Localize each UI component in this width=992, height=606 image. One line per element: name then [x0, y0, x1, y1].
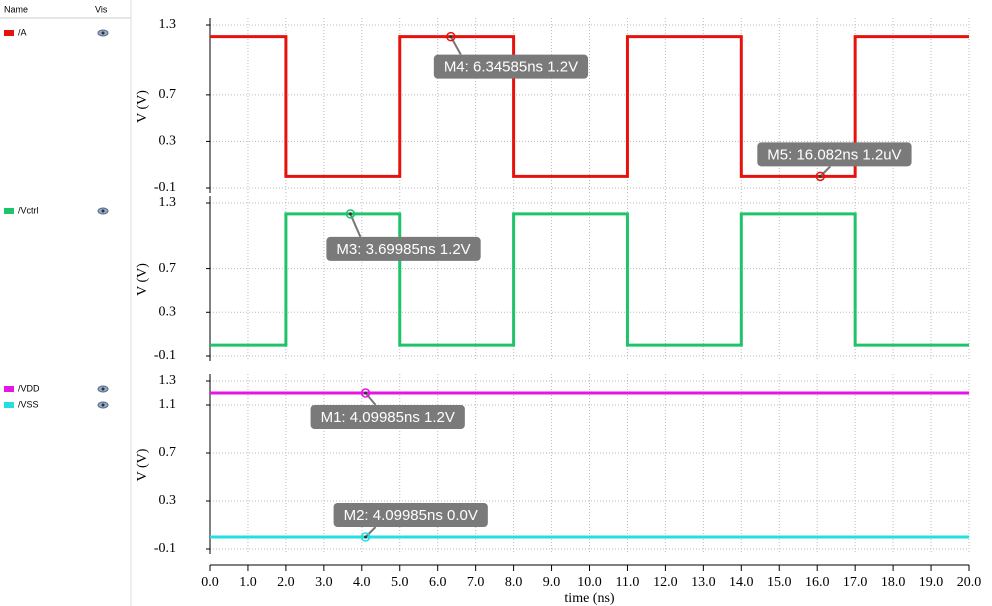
legend-swatch: [4, 386, 14, 392]
x-axis-label: time (ns): [564, 591, 614, 606]
x-tick-label: 4.0: [353, 575, 371, 590]
y-tick-label: 1.3: [159, 17, 177, 32]
x-tick-label: 9.0: [543, 575, 561, 590]
x-tick-label: 3.0: [315, 575, 333, 590]
legend-label: /VSS: [18, 399, 39, 409]
x-tick-label: 18.0: [881, 575, 906, 590]
y-axis-label: V (V): [135, 90, 150, 123]
x-tick-label: 0.0: [201, 575, 219, 590]
x-tick-label: 6.0: [429, 575, 447, 590]
x-tick-label: 5.0: [391, 575, 409, 590]
y-tick-label: 1.1: [159, 397, 177, 412]
callout-box: [433, 54, 589, 79]
marker-dot: [348, 212, 352, 216]
y-axis-label: V (V): [135, 448, 150, 481]
marker-callout: M2: 4.09985ns 0.0V: [333, 503, 488, 538]
y-tick-label: 0.3: [159, 134, 177, 149]
x-tick-label: 1.0: [239, 575, 257, 590]
x-tick-label: 11.0: [615, 575, 639, 590]
x-tick-label: 20.0: [957, 575, 982, 590]
callout-box: [757, 142, 912, 167]
marker-dot: [449, 35, 453, 39]
callout-box: [326, 236, 481, 261]
signal-trace: [210, 212, 969, 347]
marker-dot: [364, 535, 368, 539]
marker-callout: M5: 16.082ns 1.2uV: [757, 142, 912, 178]
marker-dot: [364, 391, 368, 395]
header-vis: Vis: [95, 4, 108, 14]
legend-label: /VDD: [18, 383, 40, 393]
y-axis-label: V (V): [135, 263, 150, 296]
marker-point: [360, 388, 371, 398]
signal-trace: [210, 35, 969, 178]
callout-text: M2: 4.09985ns 0.0V: [344, 507, 478, 524]
y-tick-label: -0.1: [154, 180, 176, 195]
x-tick-label: 10.0: [577, 575, 602, 590]
callout-leader: [364, 526, 377, 538]
y-tick-label: 1.3: [159, 373, 177, 388]
legend-swatch: [4, 402, 14, 408]
legend-label: /A: [18, 27, 27, 37]
callout-leader: [819, 165, 832, 178]
x-tick-label: 14.0: [729, 575, 754, 590]
x-tick-label: 17.0: [843, 575, 868, 590]
legend-swatch: [4, 30, 14, 36]
x-tick-label: 13.0: [691, 575, 716, 590]
x-tick-label: 19.0: [919, 575, 944, 590]
callout-leader: [364, 392, 377, 406]
visibility-toggle[interactable]: [97, 385, 109, 393]
callout-box: [310, 405, 465, 429]
y-tick-label: -0.1: [154, 541, 176, 556]
legend-label: /Vctrl: [18, 205, 39, 215]
marker-point: [815, 171, 826, 182]
x-tick-label: 12.0: [653, 575, 678, 590]
eye-pupil: [101, 387, 105, 391]
callout-text: M4: 6.34585ns 1.2V: [444, 59, 578, 76]
eye-pupil: [101, 31, 105, 35]
callout-text: M5: 16.082ns 1.2uV: [767, 146, 901, 163]
x-tick-label: 8.0: [505, 575, 523, 590]
y-tick-label: 0.7: [159, 445, 177, 460]
y-tick-label: 1.3: [159, 195, 177, 210]
callout-text: M3: 3.69985ns 1.2V: [336, 241, 470, 258]
visibility-toggle[interactable]: [97, 207, 109, 215]
header-name: Name: [4, 4, 28, 14]
marker-callout: M4: 6.34585ns 1.2V: [433, 36, 589, 79]
marker-point: [446, 31, 456, 42]
x-tick-label: 16.0: [805, 575, 830, 590]
visibility-toggle[interactable]: [97, 401, 109, 409]
y-tick-label: 0.3: [159, 493, 177, 508]
callout-text: M1: 4.09985ns 1.2V: [321, 409, 455, 426]
marker-callout: M3: 3.69985ns 1.2V: [326, 213, 481, 261]
visibility-toggle[interactable]: [97, 29, 109, 37]
marker-point: [360, 532, 371, 542]
callout-leader: [449, 36, 462, 56]
marker-dot: [818, 174, 822, 178]
callout-box: [333, 503, 488, 527]
x-tick-label: 15.0: [767, 575, 792, 590]
y-tick-label: 0.3: [159, 305, 177, 320]
y-tick-label: 0.7: [159, 261, 177, 276]
eye-pupil: [101, 209, 105, 213]
y-tick-label: -0.1: [154, 348, 176, 363]
legend-swatch: [4, 208, 14, 214]
signal-list: [0, 0, 131, 606]
x-tick-label: 7.0: [467, 575, 485, 590]
eye-pupil: [101, 403, 105, 407]
y-tick-label: 0.7: [159, 87, 177, 102]
marker-callout: M1: 4.09985ns 1.2V: [310, 392, 465, 429]
x-tick-label: 2.0: [277, 575, 295, 590]
marker-point: [345, 209, 356, 219]
